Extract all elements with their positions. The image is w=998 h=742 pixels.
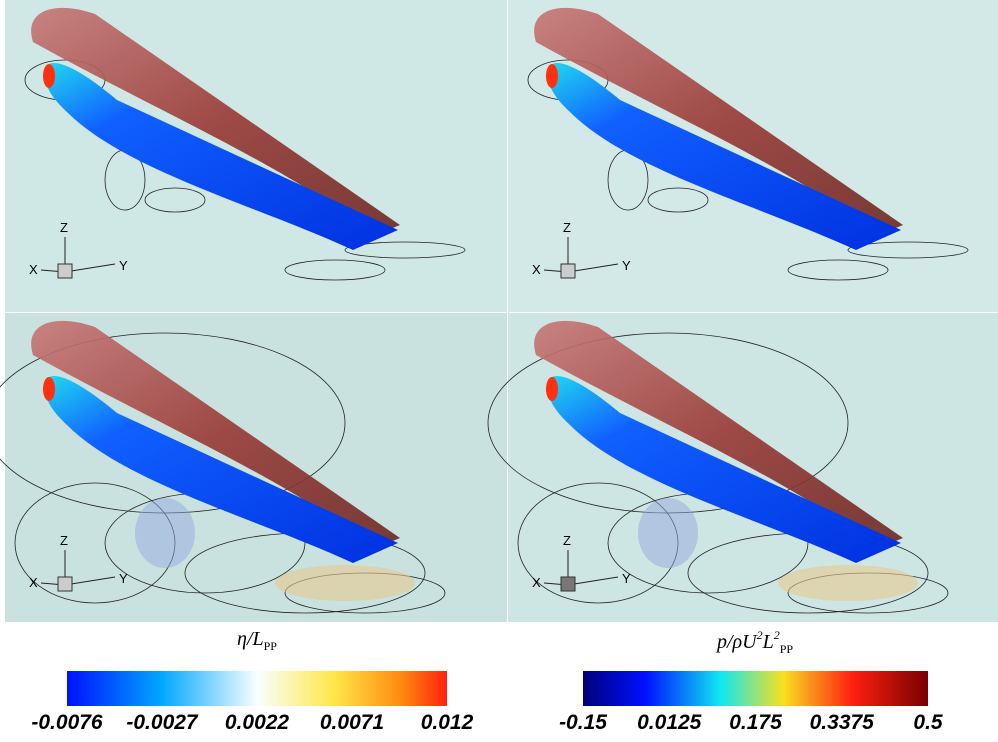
label-part: L xyxy=(762,631,774,653)
axis-label: Y xyxy=(119,571,128,586)
colorbar-ticks: -0.0076 -0.0027 0.0022 0.0071 0.012 xyxy=(31,711,473,739)
wave-region xyxy=(638,498,698,568)
hull-below xyxy=(44,63,399,250)
bow-pressure xyxy=(546,377,558,401)
bow-pressure xyxy=(43,377,55,401)
panel: Z X Y xyxy=(5,0,507,312)
axis-line xyxy=(64,576,116,586)
axis-label: X xyxy=(532,262,541,277)
colorbar-ticks: -0.15 0.0125 0.175 0.3375 0.5 xyxy=(559,711,943,739)
axis-cube xyxy=(57,576,73,592)
tick-label: -0.15 xyxy=(559,711,607,734)
tick-label: -0.0076 xyxy=(31,711,103,734)
tick-label: 0.5 xyxy=(913,711,943,734)
colorbar-label: p/ρU2L2PP xyxy=(555,628,955,657)
hull-below xyxy=(44,376,399,563)
tick-label: 0.0071 xyxy=(319,711,385,734)
wave-region xyxy=(778,565,918,601)
axis-label: X xyxy=(532,575,541,590)
axis-line xyxy=(567,263,619,273)
bow-pressure xyxy=(43,64,55,88)
axis-label: Y xyxy=(622,258,631,273)
label-part: p/ρU xyxy=(716,631,757,653)
axis-label: Z xyxy=(563,533,571,548)
contour xyxy=(144,187,206,213)
wave-region xyxy=(135,498,195,568)
tick-label: 0.012 xyxy=(420,711,474,734)
contour xyxy=(647,187,709,213)
axis-cube xyxy=(560,263,576,279)
axis-label: Z xyxy=(60,220,68,235)
label-part: PP xyxy=(779,642,794,656)
colorbar-label: η/LPP xyxy=(57,628,457,654)
hull-above xyxy=(31,320,401,549)
axis-label: Y xyxy=(622,571,631,586)
hull-above xyxy=(534,7,903,236)
axis-cube xyxy=(57,263,73,279)
hull-below xyxy=(547,376,901,563)
axis-label: X xyxy=(29,575,38,590)
panel: Z X Y xyxy=(0,313,507,622)
axis-line xyxy=(567,576,619,586)
hull-above xyxy=(534,320,903,549)
label-part: 2 xyxy=(756,628,763,642)
tick-label: 0.0022 xyxy=(224,711,290,734)
tick-label: 0.175 xyxy=(729,711,782,734)
colorbar xyxy=(67,671,447,706)
contour xyxy=(344,241,466,259)
colorbar xyxy=(583,671,928,706)
bow-pressure xyxy=(546,64,558,88)
label-part: 2 xyxy=(773,628,780,642)
axis-label: Y xyxy=(119,258,128,273)
axis-cube xyxy=(560,576,576,592)
tick-label: 0.0125 xyxy=(637,711,702,734)
axis-line xyxy=(64,263,116,273)
hull-below xyxy=(547,63,901,250)
axis-label: X xyxy=(29,262,38,277)
wave-region xyxy=(275,565,415,601)
tick-label: 0.3375 xyxy=(809,711,874,734)
axis-label: Z xyxy=(60,533,68,548)
contour xyxy=(284,259,386,281)
tick-label: -0.0027 xyxy=(126,711,198,734)
contour xyxy=(847,241,969,259)
axis-label: Z xyxy=(563,220,571,235)
panel: Z X Y xyxy=(487,313,998,622)
label-part: η/L xyxy=(237,628,264,650)
contour xyxy=(787,259,889,281)
hull-above xyxy=(31,7,401,236)
label-part: PP xyxy=(263,639,277,653)
panel: Z X Y xyxy=(508,0,998,312)
